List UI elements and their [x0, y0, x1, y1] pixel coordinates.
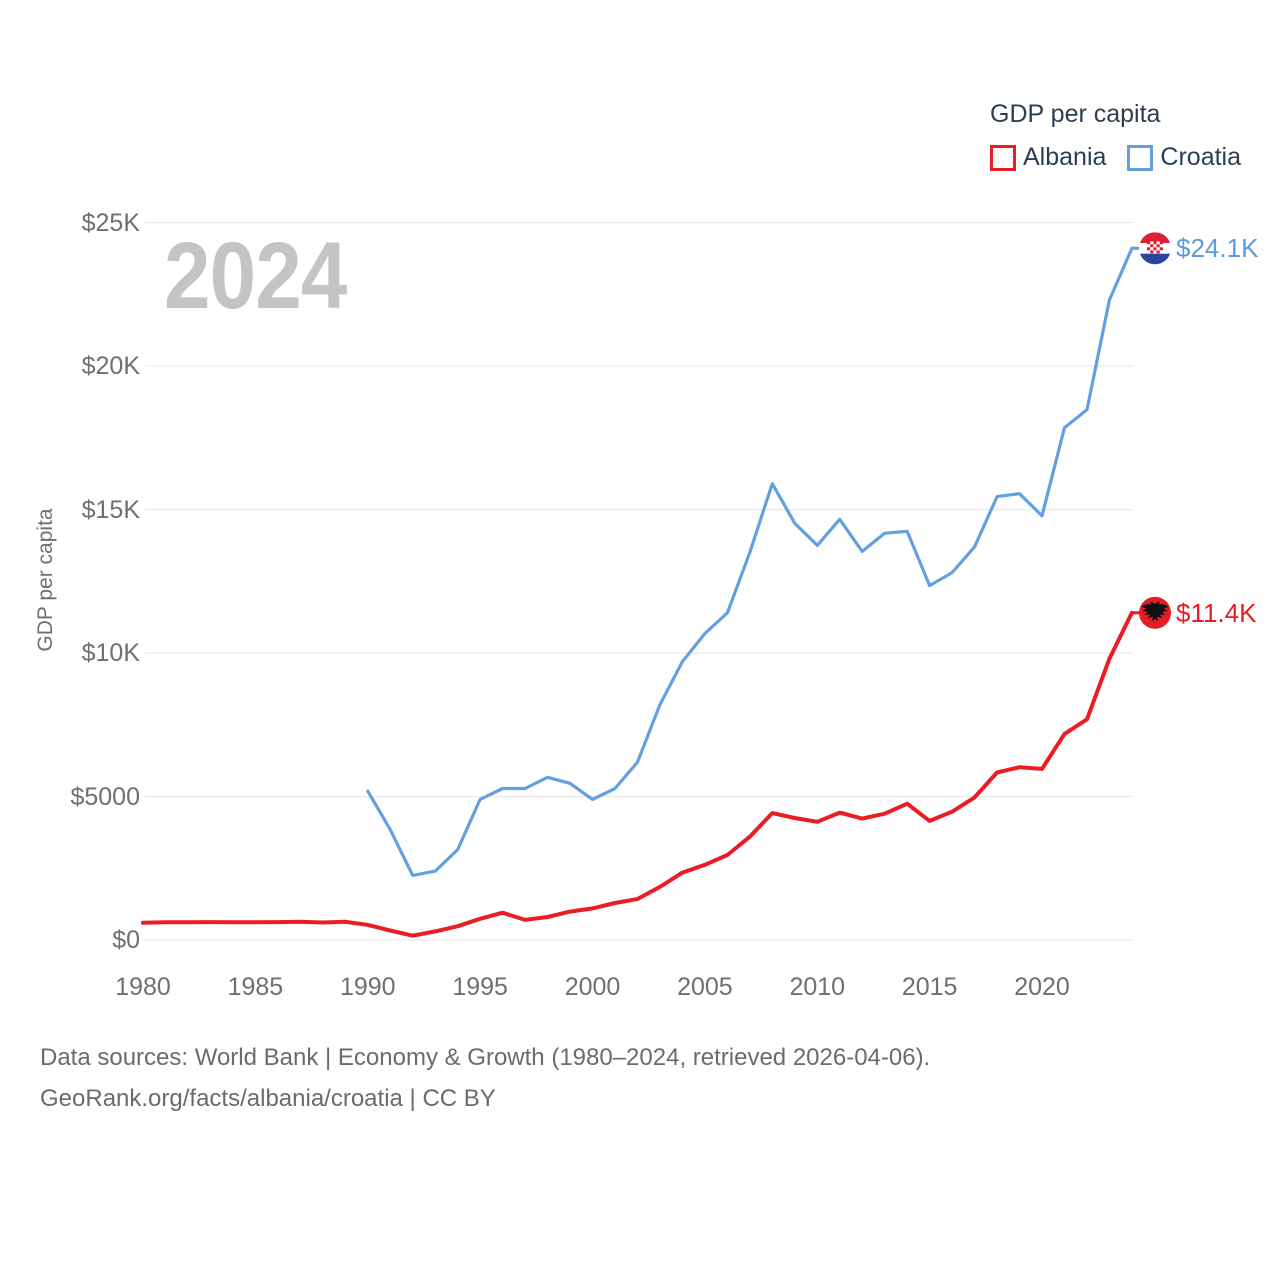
y-tick-label: $5000 [70, 782, 140, 811]
x-tick-label: 2005 [677, 973, 733, 1001]
legend: GDP per capita Albania Croatia [990, 100, 1241, 172]
legend-label-albania: Albania [1023, 143, 1107, 171]
albania-end-value: $11.4K [1176, 597, 1257, 628]
y-tick-label: $20K [81, 352, 140, 380]
watermark-year: 2024 [164, 223, 347, 329]
croatia-swatch-icon [1127, 144, 1154, 171]
footer-attribution-line: GeoRank.org/facts/albania/croatia | CC B… [40, 1085, 496, 1112]
y-tick-label: $25K [81, 208, 140, 237]
croatia-end-value: $24.1K [1176, 233, 1259, 264]
y-axis-title: GDP per capita [34, 508, 57, 652]
legend-item-croatia[interactable]: Croatia [1127, 143, 1241, 172]
croatia-flag-icon [1131, 232, 1171, 265]
croatia-line [366, 246, 1134, 878]
x-tick-label: 1985 [227, 973, 284, 1001]
x-tick-label: 2020 [1014, 973, 1070, 1001]
legend-label-croatia: Croatia [1160, 143, 1241, 171]
x-tick-label: 1980 [115, 973, 171, 1001]
y-tick-label: $0 [112, 926, 140, 954]
albania-line [141, 610, 1134, 938]
x-tick-label: 1990 [339, 973, 396, 1001]
legend-items: Albania Croatia [990, 143, 1241, 172]
albania-flag-icon [1131, 596, 1171, 629]
x-tick-label: 2015 [901, 973, 958, 1001]
x-tick-label: 2000 [564, 973, 621, 1001]
albania-eagle-icon [1141, 602, 1169, 622]
albania-swatch-icon [990, 144, 1016, 171]
legend-title: GDP per capita [990, 100, 1161, 128]
y-tick-label: $15K [81, 495, 140, 524]
y-tick-label: $10K [81, 639, 140, 667]
x-tick-label: 1995 [452, 973, 508, 1001]
legend-item-albania[interactable]: Albania [990, 143, 1106, 172]
x-tick-label: 2010 [789, 973, 846, 1001]
footer-source-line: Data sources: World Bank | Economy & Gro… [40, 1044, 931, 1071]
